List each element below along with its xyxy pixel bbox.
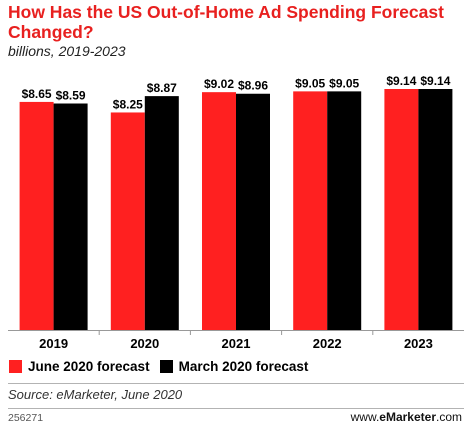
data-label-june-2021: $9.02 bbox=[204, 77, 234, 91]
bar-june-2022 bbox=[293, 91, 328, 331]
x-tick-label-2020: 2020 bbox=[130, 336, 159, 351]
chart-title: How Has the US Out-of-Home Ad Spending F… bbox=[8, 2, 444, 42]
bar-june-2021 bbox=[202, 92, 236, 330]
x-tick-label-2019: 2019 bbox=[39, 336, 68, 351]
legend-item-march: March 2020 forecast bbox=[159, 359, 309, 374]
legend: June 2020 forecast March 2020 forecast bbox=[9, 359, 318, 374]
chart-subtitle: billions, 2019-2023 bbox=[8, 43, 126, 59]
data-label-march-2020: $8.87 bbox=[147, 81, 177, 95]
footer-divider-top bbox=[8, 383, 464, 384]
bar-march-2020 bbox=[144, 96, 179, 330]
x-tick-label-2022: 2022 bbox=[313, 336, 342, 351]
bar-march-2022 bbox=[327, 91, 362, 331]
x-tick-label-2021: 2021 bbox=[222, 336, 251, 351]
bar-june-2019 bbox=[19, 101, 54, 330]
bar-june-2023 bbox=[384, 89, 419, 330]
data-label-june-2023: $9.14 bbox=[386, 74, 416, 88]
brand-prefix: www. bbox=[350, 410, 380, 424]
data-label-june-2019: $8.65 bbox=[22, 87, 52, 101]
bar-june-2020 bbox=[110, 112, 145, 330]
brand-suffix: .com bbox=[435, 410, 462, 424]
chart-id: 256271 bbox=[8, 412, 44, 424]
legend-item-june: June 2020 forecast bbox=[9, 359, 150, 374]
brand-name: eMarketer bbox=[379, 410, 436, 424]
data-label-march-2019: $8.59 bbox=[56, 89, 86, 103]
bar-march-2021 bbox=[236, 93, 270, 330]
data-label-june-2022: $9.05 bbox=[295, 76, 325, 90]
data-label-march-2021: $8.96 bbox=[238, 79, 268, 93]
legend-swatch-march bbox=[159, 360, 173, 373]
legend-label-march: March 2020 forecast bbox=[178, 359, 309, 374]
footer-divider-bottom bbox=[8, 408, 464, 409]
bar-march-2023 bbox=[418, 89, 453, 330]
legend-label-june: June 2020 forecast bbox=[28, 359, 150, 374]
brand-logo: www.eMarketer.com bbox=[351, 410, 462, 424]
legend-swatch-june bbox=[9, 360, 22, 373]
data-label-march-2023: $9.14 bbox=[420, 74, 450, 88]
source-note: Source: eMarketer, June 2020 bbox=[8, 387, 183, 402]
data-label-june-2020: $8.25 bbox=[113, 97, 143, 111]
data-label-march-2022: $9.05 bbox=[329, 76, 359, 90]
bar-march-2019 bbox=[53, 103, 88, 330]
x-tick-label-2023: 2023 bbox=[404, 336, 433, 351]
